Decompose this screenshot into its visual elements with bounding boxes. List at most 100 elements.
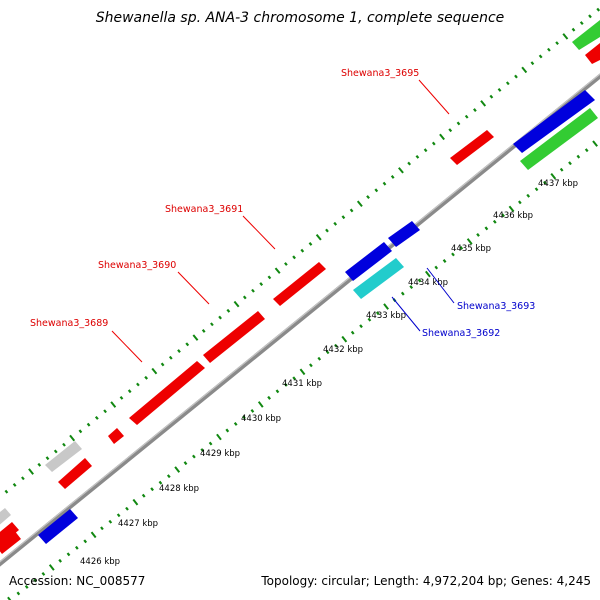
- inner-ring-minor-tick: [317, 356, 322, 361]
- tick-label-4429: 4429 kbp: [200, 449, 240, 459]
- inner-ring-major-tick: [466, 238, 473, 245]
- outer-ring-minor-tick: [160, 362, 165, 367]
- inner-ring-minor-tick: [200, 448, 205, 452]
- inner-ring-minor-tick: [417, 278, 422, 283]
- outer-ring-minor-tick: [448, 128, 453, 133]
- inner-ring-minor-tick: [33, 578, 37, 583]
- outer-ring-minor-tick: [144, 375, 149, 380]
- outer-ring-minor-tick: [136, 382, 140, 387]
- tick-label-4432: 4432 kbp: [323, 345, 363, 355]
- outer-ring-major-tick: [398, 167, 404, 174]
- inner-ring-minor-tick: [367, 317, 372, 322]
- tick-label-4437: 4437 kbp: [538, 179, 578, 189]
- inner-ring-minor-tick: [24, 585, 29, 589]
- gene-arrow-small[interactable]: [108, 428, 124, 444]
- gene-label-3693[interactable]: Shewana3_3693: [457, 301, 535, 312]
- gene-arrow-blue-left[interactable]: [38, 509, 78, 544]
- outer-ring-major-tick: [274, 267, 281, 274]
- inner-ring-minor-tick: [83, 539, 88, 544]
- inner-ring-minor-tick: [16, 591, 21, 596]
- gene-label-3689[interactable]: Shewana3_3689: [30, 318, 108, 329]
- outer-ring-minor-tick: [547, 47, 551, 52]
- topology-text: Topology: circular; Length: 4,972,204 bp…: [260, 574, 591, 588]
- outer-ring-minor-tick: [78, 429, 83, 434]
- inner-ring-minor-tick: [501, 213, 505, 218]
- gene-label-3695[interactable]: Shewana3_3695: [341, 68, 419, 79]
- outer-ring-minor-tick: [514, 74, 518, 79]
- outer-ring-minor-tick: [390, 175, 395, 179]
- inner-ring-major-tick: [90, 531, 97, 539]
- gene-arrow-edge-red-right[interactable]: [585, 43, 600, 64]
- outer-ring-minor-tick: [505, 81, 510, 86]
- inner-ring-minor-tick: [492, 219, 497, 224]
- outer-ring-major-tick: [151, 367, 158, 375]
- inner-ring-major-tick: [299, 368, 306, 376]
- gene-arrow-gray-edge[interactable]: [0, 508, 11, 528]
- outer-ring-minor-tick: [382, 181, 387, 186]
- inner-ring-minor-tick: [334, 343, 338, 348]
- outer-ring-minor-tick: [127, 389, 132, 394]
- outer-ring-minor-tick: [308, 242, 313, 246]
- tick-label-4426: 4426 kbp: [80, 557, 120, 567]
- outer-ring-minor-tick: [62, 442, 66, 447]
- inner-ring-minor-tick: [350, 330, 355, 335]
- inner-ring-major-tick: [383, 303, 389, 310]
- leader-line-3695: [418, 79, 450, 115]
- outer-ring-minor-tick: [4, 489, 9, 494]
- outer-ring-minor-tick: [37, 462, 42, 467]
- outer-ring-minor-tick: [185, 342, 190, 347]
- outer-ring-minor-tick: [94, 415, 99, 420]
- outer-ring-major-tick: [110, 401, 117, 408]
- leader-line-3690: [177, 271, 210, 305]
- outer-ring-major-tick: [192, 334, 199, 341]
- gene-arrow-shewana3-3695[interactable]: [450, 130, 494, 165]
- leader-line-3691: [242, 215, 276, 250]
- outer-ring-minor-tick: [464, 114, 469, 119]
- tick-label-4435: 4435 kbp: [451, 244, 491, 254]
- gene-arrow-gray-left[interactable]: [45, 441, 82, 472]
- inner-ring-minor-tick: [141, 493, 146, 498]
- outer-ring-minor-tick: [366, 195, 370, 200]
- gene-arrow-left-red[interactable]: [58, 458, 92, 489]
- outer-ring-minor-tick: [12, 482, 17, 487]
- inner-ring-minor-tick: [568, 161, 572, 166]
- accession-text: Accession: NC_008577: [9, 574, 145, 588]
- gene-arrow-green-top-right[interactable]: [520, 108, 598, 170]
- inner-ring-major-tick: [174, 466, 181, 473]
- gene-arrow-top-green[interactable]: [572, 20, 600, 50]
- outer-ring-minor-tick: [267, 275, 272, 280]
- gene-arrow-shewana3-3692[interactable]: [353, 258, 404, 299]
- inner-ring-minor-tick: [58, 558, 62, 563]
- leader-line-3693: [426, 267, 455, 304]
- inner-ring-minor-tick: [250, 409, 255, 413]
- inner-ring-minor-tick: [359, 324, 363, 329]
- gene-arrow-shewana3-3689[interactable]: [129, 361, 205, 425]
- outer-ring-minor-tick: [341, 215, 346, 220]
- gene-label-3692[interactable]: Shewana3_3692: [422, 328, 500, 339]
- outer-ring-minor-tick: [45, 456, 50, 461]
- inner-ring-minor-tick: [183, 461, 188, 466]
- gene-arrow-red-left-edge[interactable]: [0, 530, 21, 554]
- gene-arrow-shewana3-3693[interactable]: [388, 221, 420, 247]
- inner-ring-minor-tick: [233, 422, 238, 426]
- outer-ring-minor-tick: [530, 61, 535, 66]
- tick-label-4436: 4436 kbp: [493, 211, 533, 221]
- gene-arrow-shewana3-3690[interactable]: [203, 311, 265, 363]
- inner-ring-minor-tick: [459, 246, 464, 250]
- inner-ring-minor-tick: [543, 180, 547, 185]
- gene-label-3691[interactable]: Shewana3_3691: [165, 204, 243, 215]
- inner-ring-minor-tick: [166, 474, 171, 479]
- gene-label-3690[interactable]: Shewana3_3690: [98, 260, 176, 271]
- gene-arrow-blue-top-right[interactable]: [513, 90, 595, 153]
- outer-ring-minor-tick: [168, 355, 173, 360]
- gene-arrow-blue-1[interactable]: [345, 242, 392, 281]
- outer-ring-minor-tick: [423, 148, 428, 153]
- inner-ring-minor-tick: [267, 395, 271, 400]
- reverse-features: [0, 90, 598, 554]
- inner-ring-minor-tick: [400, 291, 405, 296]
- gene-arrow-shewana3-3691[interactable]: [273, 262, 326, 306]
- inner-ring-minor-tick: [208, 441, 213, 446]
- outer-ring-minor-tick: [579, 21, 584, 26]
- inner-ring-major-tick: [257, 401, 264, 408]
- inner-ring-minor-tick: [409, 285, 414, 289]
